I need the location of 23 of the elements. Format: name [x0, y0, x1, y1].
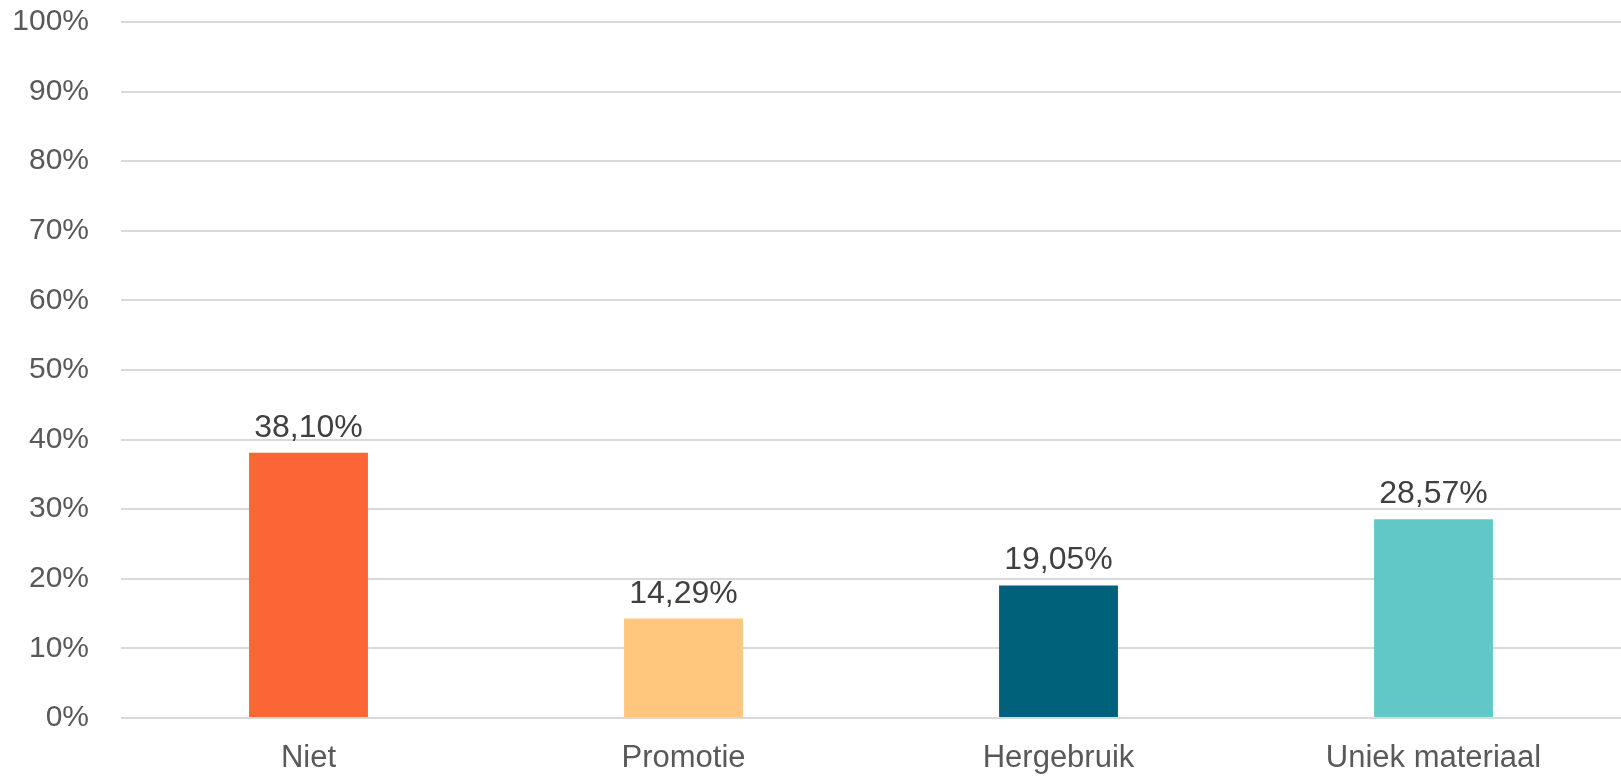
data-label: 14,29%: [629, 573, 738, 610]
y-tick-label: 20%: [28, 560, 89, 594]
y-tick-label: 30%: [28, 490, 89, 524]
data-label: 28,57%: [1379, 474, 1488, 511]
bar: [249, 452, 368, 717]
y-tick-label: 40%: [28, 420, 89, 454]
data-label: 38,10%: [254, 407, 363, 444]
y-tick-label: 0%: [45, 699, 89, 733]
y-tick-label: 70%: [28, 212, 89, 246]
x-tick-label: Niet: [280, 739, 337, 775]
x-tick-label: Promotie: [621, 739, 746, 775]
bar: [1374, 519, 1493, 717]
y-tick-label: 80%: [28, 142, 89, 176]
y-tick-label: 50%: [28, 351, 89, 385]
x-tick-label: Uniek materiaal: [1325, 739, 1542, 775]
y-tick-label: 10%: [28, 629, 89, 663]
x-tick-label: Hergebruik: [982, 739, 1135, 775]
bar: [624, 618, 743, 717]
y-tick-label: 100%: [12, 3, 89, 37]
bar: [999, 585, 1118, 717]
y-tick-label: 60%: [28, 281, 89, 315]
y-tick-label: 90%: [28, 72, 89, 106]
data-label: 19,05%: [1004, 540, 1113, 577]
